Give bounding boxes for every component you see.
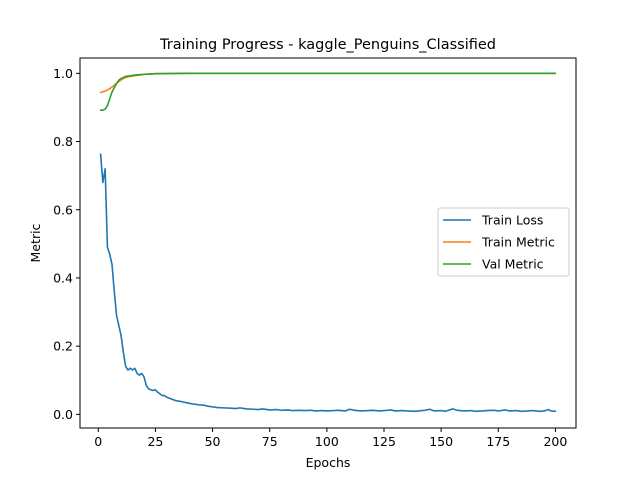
- x-tick-label-175: 175: [486, 434, 510, 449]
- legend-label-train-loss: Train Loss: [481, 213, 543, 228]
- chart-title: Training Progress - kaggle_Penguins_Clas…: [159, 37, 496, 53]
- legend-box: [437, 207, 570, 277]
- x-tick-label-125: 125: [372, 434, 396, 449]
- y-tick-label-0-2: 0.2: [53, 339, 73, 354]
- x-axis-ticks: 0 25 50 75 100 125 150 175 200: [94, 428, 567, 449]
- x-tick-label-0: 0: [94, 434, 102, 449]
- x-tick-label-100: 100: [315, 434, 339, 449]
- series-line-train-loss: [99, 153, 557, 413]
- y-tick-label-0-6: 0.6: [53, 202, 73, 217]
- y-tick-label-1-0: 1.0: [53, 66, 73, 81]
- x-tick-label-150: 150: [429, 434, 453, 449]
- y-axis-title: Metric: [28, 223, 43, 262]
- legend-label-val-metric: Val Metric: [482, 257, 544, 272]
- y-tick-label-0-8: 0.8: [53, 134, 73, 149]
- legend-label-train-metric: Train Metric: [481, 235, 555, 250]
- x-tick-label-50: 50: [205, 434, 221, 449]
- x-tick-label-25: 25: [147, 434, 163, 449]
- x-tick-label-200: 200: [543, 434, 567, 449]
- y-tick-label-0-4: 0.4: [53, 270, 73, 285]
- series-line-train-metric: [99, 72, 557, 94]
- series-line-val-metric: [99, 72, 557, 111]
- plot-frame: [79, 57, 577, 429]
- legend: Train Loss Train Metric Val Metric: [437, 207, 570, 277]
- y-tick-label-0-0: 0.0: [53, 407, 73, 422]
- x-tick-label-75: 75: [262, 434, 278, 449]
- y-axis-ticks: 0.0 0.2 0.4 0.6 0.8 1.0: [53, 66, 80, 422]
- x-axis-title: Epochs: [306, 455, 351, 470]
- series-layer: [99, 72, 557, 413]
